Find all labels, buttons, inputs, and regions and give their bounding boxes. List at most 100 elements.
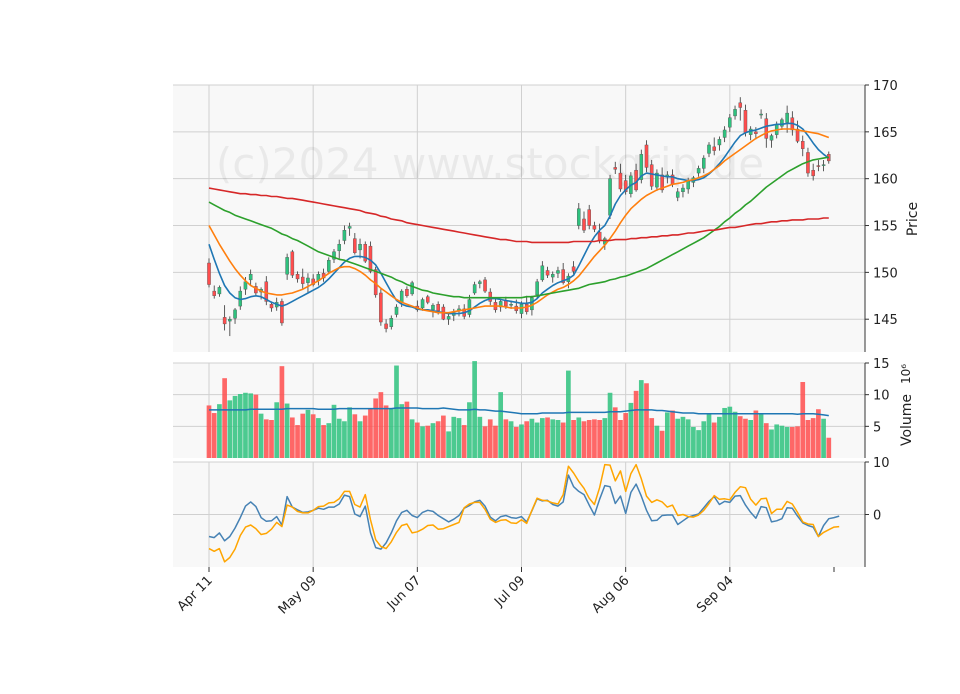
volume-bar bbox=[550, 419, 556, 458]
oscillator-tick-label: 10 bbox=[873, 456, 890, 471]
volume-bar bbox=[487, 419, 493, 458]
volume-bar bbox=[800, 382, 806, 458]
candle-up bbox=[722, 129, 727, 138]
volume-bar bbox=[748, 420, 754, 458]
series-line-ma_slow bbox=[208, 156, 829, 299]
volume-bar bbox=[467, 402, 472, 458]
volume-bar bbox=[383, 405, 389, 458]
volume-bar bbox=[274, 402, 280, 458]
volume-bar bbox=[503, 419, 509, 458]
volume-bar bbox=[227, 400, 233, 458]
volume-bar bbox=[368, 408, 373, 458]
volume-bar bbox=[529, 418, 535, 458]
price-panel bbox=[207, 97, 831, 337]
candle-down bbox=[222, 317, 227, 325]
volume-bar bbox=[691, 426, 696, 458]
candle-up bbox=[446, 316, 451, 320]
candle-up bbox=[707, 144, 711, 154]
candle-down bbox=[379, 292, 383, 323]
x-tick-label: May 09 bbox=[276, 573, 320, 617]
volume-bar bbox=[664, 412, 670, 458]
candle-up bbox=[540, 265, 545, 281]
volume-bar bbox=[737, 416, 743, 458]
volume-bar bbox=[284, 403, 290, 458]
candle-down bbox=[800, 141, 805, 149]
volume-bar bbox=[498, 392, 504, 458]
x-tick-label: Jul 09 bbox=[491, 573, 528, 610]
volume-bar bbox=[795, 426, 800, 458]
candle-up bbox=[389, 318, 394, 327]
candle-up bbox=[285, 257, 289, 275]
volume-bar bbox=[555, 420, 561, 458]
volume-bar bbox=[289, 417, 295, 458]
price-tick-label: 145 bbox=[873, 313, 898, 328]
volume-bar bbox=[717, 416, 722, 458]
candle-up bbox=[780, 119, 784, 127]
candle-up bbox=[399, 290, 404, 303]
volume-bar bbox=[508, 421, 514, 458]
volume-bar bbox=[477, 416, 483, 458]
volume-bar bbox=[685, 419, 691, 458]
volume-bar bbox=[753, 410, 759, 458]
volume-bar bbox=[566, 370, 571, 458]
x-tick-label: Sep 04 bbox=[694, 573, 737, 616]
series-line-ma_fast bbox=[208, 122, 830, 315]
volume-bar bbox=[701, 421, 707, 458]
price-panel-background bbox=[173, 85, 865, 352]
volume-bar bbox=[316, 418, 321, 458]
volume-bar bbox=[534, 422, 540, 458]
volume-bar bbox=[763, 423, 769, 458]
volume-bar bbox=[592, 419, 597, 458]
oscillator-line-osc_slow bbox=[208, 463, 840, 563]
candle-down bbox=[811, 170, 815, 177]
x-tick-label: Aug 06 bbox=[589, 573, 632, 616]
candle-up bbox=[358, 244, 362, 251]
candle-down bbox=[483, 279, 487, 292]
volume-bar bbox=[618, 420, 623, 458]
candle-up bbox=[347, 226, 352, 229]
candle-down bbox=[425, 296, 430, 303]
candle-up bbox=[478, 281, 482, 284]
candle-down bbox=[738, 102, 743, 108]
candle-up bbox=[769, 135, 774, 141]
volume-bar bbox=[310, 414, 316, 458]
volume-bar bbox=[269, 420, 274, 458]
volume-bar bbox=[373, 398, 379, 458]
volume-bar bbox=[232, 395, 238, 458]
candle-up bbox=[550, 274, 555, 278]
candle-up bbox=[217, 287, 222, 295]
candle-down bbox=[582, 218, 586, 231]
volume-bar bbox=[295, 425, 300, 458]
volume-bar bbox=[769, 429, 774, 458]
volume-bar bbox=[237, 394, 243, 458]
candle-up bbox=[556, 270, 560, 274]
volume-bar bbox=[524, 421, 530, 458]
candle-down bbox=[712, 146, 716, 151]
candle-down bbox=[384, 323, 388, 329]
candle-up bbox=[681, 187, 685, 192]
volume-bar bbox=[456, 418, 462, 458]
oscillator-tick-label: 0 bbox=[873, 509, 881, 524]
volume-bar bbox=[430, 423, 436, 458]
price-tick-label: 150 bbox=[873, 266, 898, 281]
candle-down bbox=[269, 304, 274, 309]
volume-bar bbox=[539, 418, 545, 458]
candle-down bbox=[280, 301, 284, 324]
candle-down bbox=[295, 274, 300, 280]
candle-up bbox=[821, 164, 826, 166]
price-tick-label: 165 bbox=[873, 126, 898, 141]
candle-up bbox=[243, 281, 248, 290]
series-line-ma_long bbox=[208, 187, 829, 244]
candle-up bbox=[675, 191, 680, 198]
candle-up bbox=[702, 157, 706, 169]
candle-up bbox=[759, 113, 763, 116]
candle-down bbox=[649, 164, 654, 187]
candle-down bbox=[207, 262, 211, 285]
volume-bar bbox=[680, 416, 686, 458]
candle-up bbox=[733, 109, 737, 117]
candle-up bbox=[519, 304, 524, 314]
volume-bar bbox=[628, 402, 634, 458]
volume-bar bbox=[399, 404, 405, 458]
volume-bar bbox=[758, 414, 764, 458]
